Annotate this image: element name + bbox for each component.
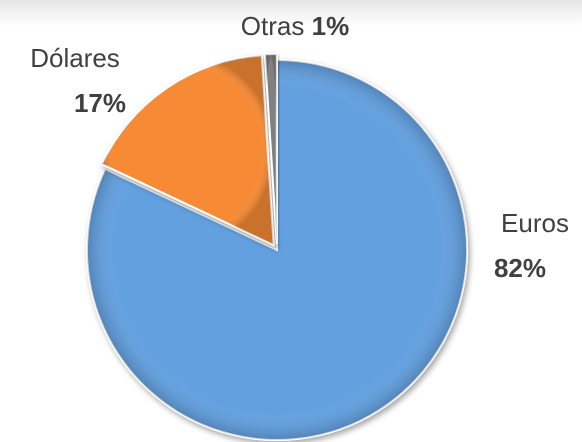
data-label: Otras 1% (241, 11, 349, 41)
label-name: Euros (501, 208, 569, 238)
label-value: 82% (494, 253, 546, 283)
labels: Euros 82% Dólares 17% Otras 1% (30, 11, 569, 283)
label-value: 1% (312, 11, 350, 41)
label-value: 17% (74, 88, 126, 118)
label-name: Otras (241, 11, 305, 41)
label-name: Dólares (30, 43, 120, 73)
